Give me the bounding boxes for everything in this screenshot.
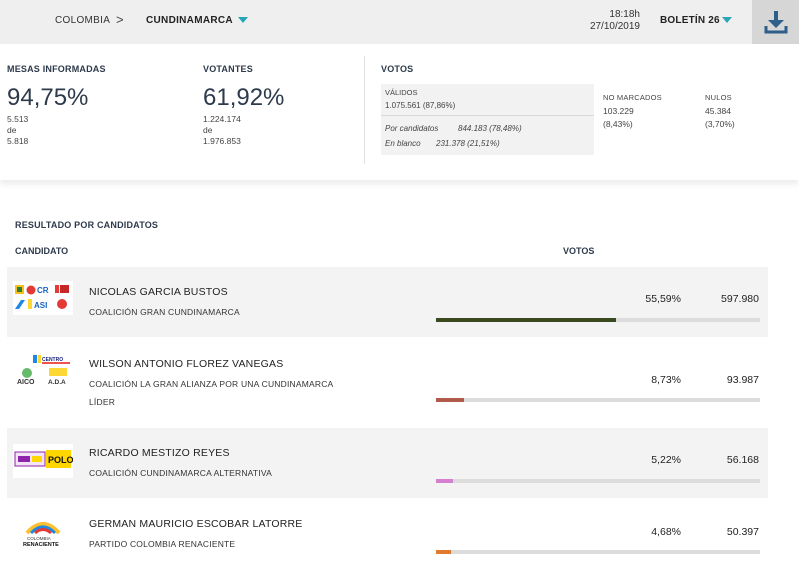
candidate-name: NICOLAS GARCIA BUSTOS bbox=[89, 286, 228, 298]
party-logo: CR ASI bbox=[13, 281, 73, 315]
nulos-value: 45.384 bbox=[705, 106, 731, 116]
vote-bar-track bbox=[436, 318, 760, 322]
validos-value: 1.075.561 (87,86%) bbox=[385, 101, 456, 110]
vote-bar-fill bbox=[436, 398, 465, 402]
en-blanco-value: 231.378 (21,51%) bbox=[436, 139, 500, 148]
candidate-party: COALICIÓN CUNDINAMARCA ALTERNATIVA bbox=[89, 468, 272, 478]
candidate-votes: 93.987 bbox=[726, 374, 759, 386]
candidate-percent: 5,22% bbox=[651, 454, 681, 466]
mesas-count: 5.513 bbox=[7, 114, 29, 124]
vote-bar-track bbox=[436, 398, 760, 402]
candidate-row[interactable]: POLO RICARDO MESTIZO REYES COALICIÓN CUN… bbox=[7, 428, 768, 498]
mesas-label: MESAS INFORMADAS bbox=[7, 64, 106, 74]
svg-text:ASI: ASI bbox=[34, 301, 47, 310]
update-date: 27/10/2019 bbox=[589, 21, 640, 32]
column-header-candidate: CANDIDATO bbox=[15, 246, 69, 256]
party-logo: CENTRO AICO A.D.A bbox=[13, 353, 73, 387]
candidate-row[interactable]: CR ASI NICOLAS GARCIA BUSTOS COALICIÓN G… bbox=[7, 267, 768, 337]
breadcrumb-current[interactable]: CUNDINAMARCA bbox=[146, 15, 233, 26]
candidate-votes: 597.980 bbox=[721, 293, 759, 305]
candidate-row[interactable]: COLOMBIA RENACIENTE GERMAN MAURICIO ESCO… bbox=[7, 499, 768, 568]
votantes-total: 1.976.853 bbox=[203, 136, 241, 146]
download-icon bbox=[764, 11, 788, 34]
candidate-name: RICARDO MESTIZO REYES bbox=[89, 447, 230, 459]
candidate-name: WILSON ANTONIO FLOREZ VANEGAS bbox=[89, 358, 284, 370]
candidate-name: GERMAN MAURICIO ESCOBAR LATORRE bbox=[89, 518, 303, 530]
candidate-row[interactable]: CENTRO AICO A.D.A WILSON ANTONIO FLOREZ … bbox=[7, 339, 768, 419]
votos-separator bbox=[381, 115, 594, 116]
party-logo: COLOMBIA RENACIENTE bbox=[13, 515, 73, 549]
svg-text:COLOMBIA: COLOMBIA bbox=[27, 536, 51, 541]
bulletin-selector[interactable]: BOLETÍN 26 bbox=[660, 15, 720, 26]
breadcrumb-home[interactable]: COLOMBIA bbox=[55, 15, 111, 26]
validos-label: VÁLIDOS bbox=[385, 88, 418, 97]
update-time: 18:18h bbox=[609, 9, 640, 20]
vote-bar-fill bbox=[436, 479, 453, 483]
votantes-count: 1.224.174 bbox=[203, 114, 241, 124]
svg-text:CENTRO: CENTRO bbox=[42, 357, 63, 363]
mesas-percent: 94,75% bbox=[7, 84, 89, 111]
svg-text:CR: CR bbox=[37, 286, 49, 295]
vote-bar-fill bbox=[436, 318, 617, 322]
svg-text:POLO: POLO bbox=[48, 455, 73, 465]
stats-panel: MESAS INFORMADAS 94,75% 5.513 de 5.818 V… bbox=[0, 44, 799, 180]
en-blanco-label: En blanco bbox=[385, 139, 421, 148]
candidate-votes: 50.397 bbox=[726, 526, 759, 538]
results-title: RESULTADO POR CANDIDATOS bbox=[15, 220, 159, 230]
svg-text:AICO: AICO bbox=[17, 379, 35, 386]
candidate-party-line2: LÍDER bbox=[89, 397, 116, 407]
candidate-party: COALICIÓN GRAN CUNDINAMARCA bbox=[89, 307, 240, 317]
candidate-percent: 8,73% bbox=[651, 374, 681, 386]
vote-bar-track bbox=[436, 550, 760, 554]
votantes-label: VOTANTES bbox=[203, 64, 253, 74]
download-button[interactable] bbox=[752, 0, 799, 44]
mesas-de: de bbox=[7, 125, 17, 135]
svg-text:RENACIENTE: RENACIENTE bbox=[23, 542, 59, 548]
vote-bar-fill bbox=[436, 550, 452, 554]
votantes-de: de bbox=[203, 125, 213, 135]
stats-divider bbox=[364, 56, 365, 164]
candidate-percent: 4,68% bbox=[651, 526, 681, 538]
chevron-down-icon[interactable] bbox=[238, 17, 248, 23]
por-candidatos-value: 844.183 (78,48%) bbox=[458, 124, 522, 133]
no-marcados-value: 103.229 bbox=[603, 106, 634, 116]
svg-text:A.D.A: A.D.A bbox=[48, 379, 66, 386]
candidate-percent: 55,59% bbox=[645, 293, 681, 305]
nulos-label: NULOS bbox=[705, 93, 732, 102]
chevron-down-icon[interactable] bbox=[722, 17, 732, 23]
no-marcados-pct: (8,43%) bbox=[603, 119, 633, 129]
votantes-percent: 61,92% bbox=[203, 84, 285, 111]
por-candidatos-label: Por candidatos bbox=[385, 124, 439, 133]
candidate-votes: 56.168 bbox=[726, 454, 759, 466]
breadcrumb-separator: > bbox=[116, 12, 124, 27]
candidate-party: COALICIÓN LA GRAN ALIANZA POR UNA CUNDIN… bbox=[89, 379, 334, 389]
no-marcados-label: NO MARCADOS bbox=[603, 93, 662, 102]
nulos-pct: (3,70%) bbox=[705, 119, 735, 129]
votos-label: VOTOS bbox=[381, 64, 414, 74]
vote-bar-track bbox=[436, 479, 760, 483]
party-logo: POLO bbox=[13, 444, 74, 478]
mesas-total: 5.818 bbox=[7, 136, 29, 146]
votos-breakdown: VÁLIDOS 1.075.561 (87,86%) Por candidato… bbox=[381, 84, 594, 155]
candidate-party: PARTIDO COLOMBIA RENACIENTE bbox=[89, 539, 236, 549]
column-header-votes: VOTOS bbox=[563, 246, 595, 256]
top-bar: COLOMBIA > CUNDINAMARCA 18:18h 27/10/201… bbox=[0, 0, 799, 44]
